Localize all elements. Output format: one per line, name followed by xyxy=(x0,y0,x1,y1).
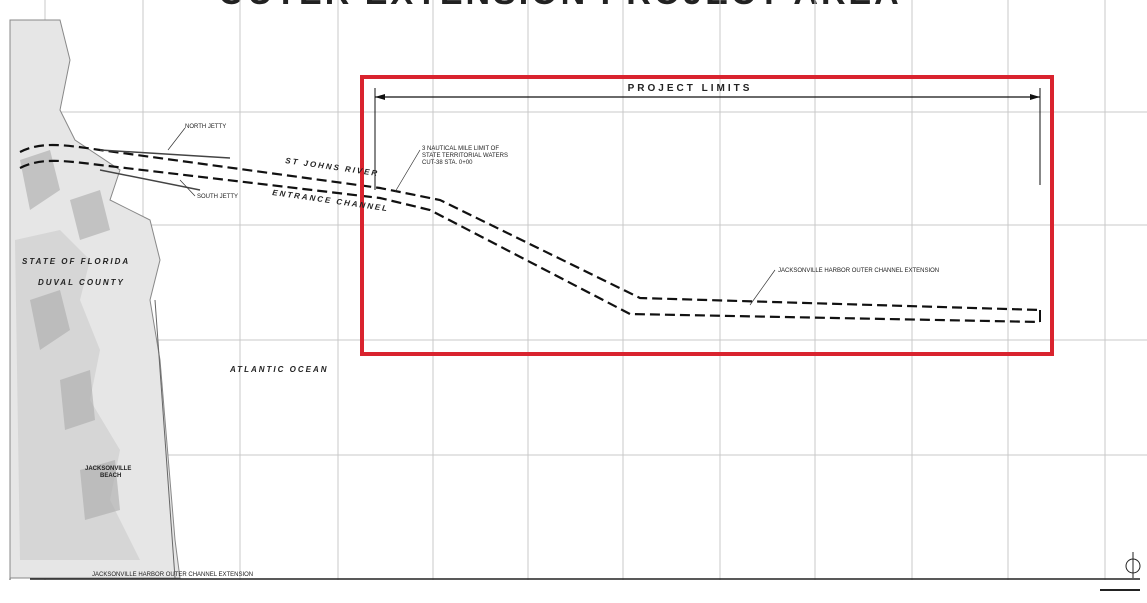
leader xyxy=(749,269,776,306)
channel-edge xyxy=(19,143,1041,312)
label: STATE TERRITORIAL WATERS xyxy=(422,153,508,159)
leader xyxy=(167,127,186,151)
title: OUTER EXTENSION PROJECT AREA xyxy=(218,0,901,12)
channel-edge xyxy=(19,159,1041,324)
label: 3 NAUTICAL MILE LIMIT OF xyxy=(422,146,499,152)
channel xyxy=(19,143,1041,324)
label: JACKSONVILLE HARBOR OUTER CHANNEL EXTENS… xyxy=(778,268,939,274)
label: NORTH JETTY xyxy=(185,124,226,130)
label: BEACH xyxy=(100,473,121,479)
footer: JACKSONVILLE HARBOR OUTER CHANNEL EXTENS… xyxy=(92,572,253,578)
label: CUT-38 STA. 0+00 xyxy=(422,160,473,166)
label: SOUTH JETTY xyxy=(197,194,238,200)
label: JACKSONVILLE xyxy=(85,466,131,472)
leader xyxy=(394,149,421,193)
leader xyxy=(179,179,196,197)
project-box xyxy=(360,75,1054,356)
label: STATE OF FLORIDA xyxy=(22,257,130,266)
land xyxy=(9,19,181,579)
jetty xyxy=(99,149,231,191)
project-limits: PROJECT LIMITS xyxy=(628,83,753,94)
label: ATLANTIC OCEAN xyxy=(229,365,329,374)
label: DUVAL COUNTY xyxy=(38,278,125,287)
